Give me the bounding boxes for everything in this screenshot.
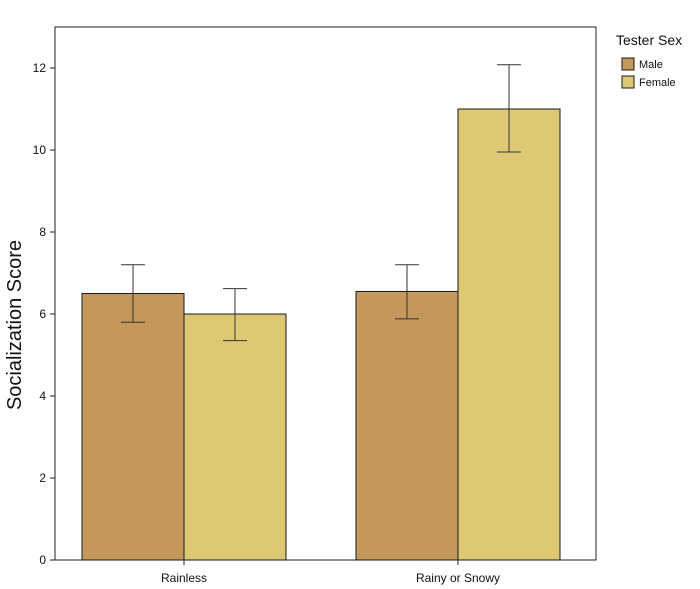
y-tick-label: 8 bbox=[39, 225, 46, 239]
bar-female-rainless bbox=[183, 313, 287, 561]
x-category-label: Rainy or Snowy bbox=[416, 571, 500, 585]
legend-label-male: Male bbox=[639, 59, 663, 71]
bars-layer bbox=[81, 108, 561, 561]
y-axis: 0 2 4 6 8 10 12 bbox=[33, 61, 55, 567]
y-tick-label: 4 bbox=[39, 389, 46, 403]
legend-label-female: Female bbox=[639, 77, 676, 89]
y-tick-label: 0 bbox=[39, 553, 46, 567]
bar-female-rainy-or-snowy bbox=[457, 108, 561, 561]
x-category-label: Rainless bbox=[161, 571, 207, 585]
bar-male-rainy-or-snowy bbox=[355, 290, 459, 561]
legend-swatch-male bbox=[621, 57, 635, 71]
x-axis: Rainless Rainy or Snowy bbox=[161, 560, 500, 585]
bar-male-rainless bbox=[81, 293, 185, 561]
y-tick-label: 2 bbox=[39, 471, 46, 485]
legend-swatch-female bbox=[621, 75, 635, 89]
y-axis-title: Socialization Score bbox=[4, 240, 26, 410]
errorbars-layer bbox=[121, 64, 521, 342]
y-tick-label: 12 bbox=[33, 61, 47, 75]
legend: Tester Sex Male Female bbox=[616, 32, 682, 89]
plot-area-frame bbox=[54, 26, 597, 561]
y-tick-label: 6 bbox=[39, 307, 46, 321]
y-tick-label: 10 bbox=[33, 143, 47, 157]
legend-title: Tester Sex bbox=[616, 32, 682, 48]
